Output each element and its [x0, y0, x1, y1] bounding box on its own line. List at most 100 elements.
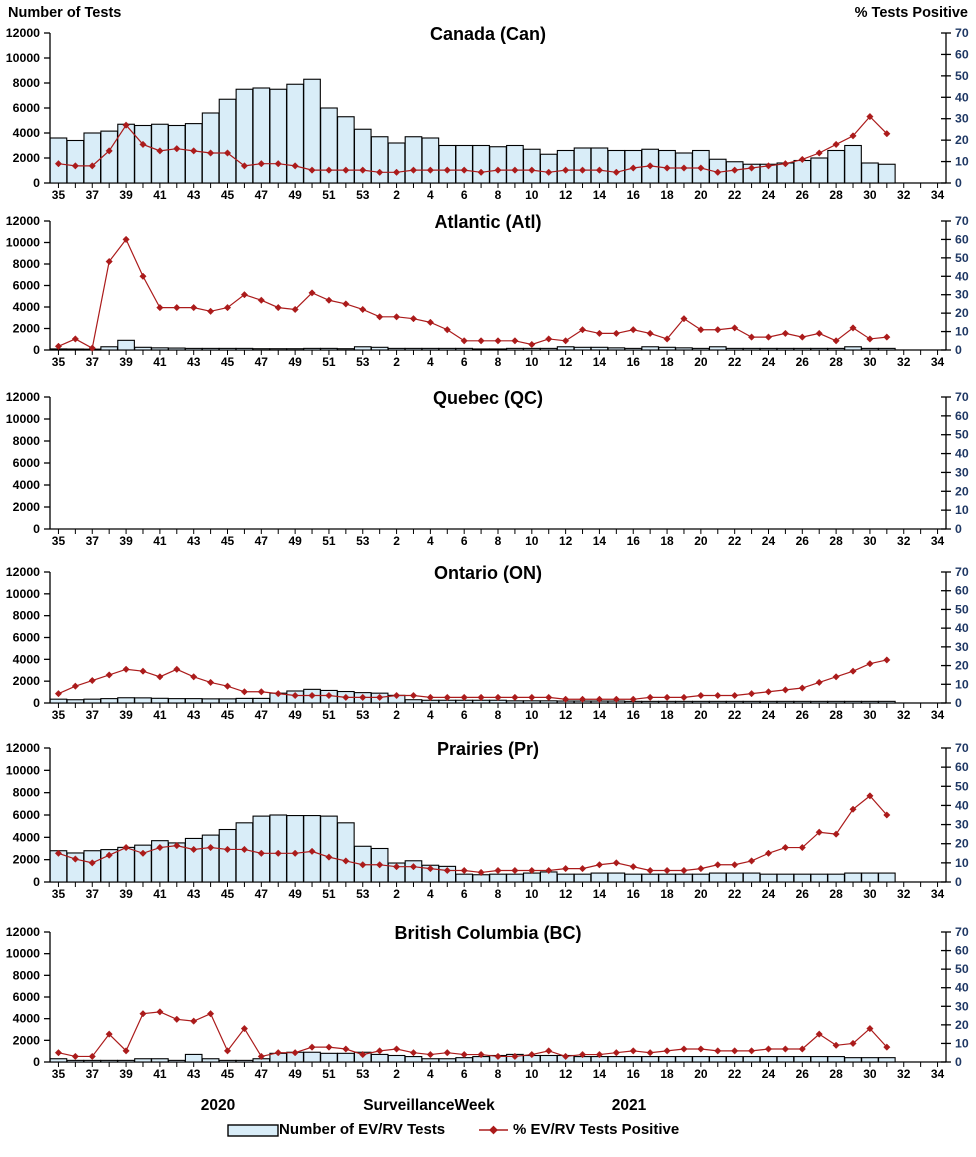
svg-text:8: 8 [495, 534, 502, 548]
svg-text:4000: 4000 [13, 1012, 41, 1026]
svg-text:70: 70 [955, 26, 969, 40]
svg-text:41: 41 [153, 1067, 167, 1081]
svg-text:2000: 2000 [13, 674, 41, 688]
svg-text:16: 16 [627, 534, 641, 548]
svg-text:41: 41 [153, 355, 167, 369]
svg-text:% Tests Positive: % Tests Positive [855, 5, 968, 21]
svg-text:2: 2 [393, 188, 400, 202]
svg-text:12000: 12000 [6, 741, 40, 755]
svg-text:6000: 6000 [13, 279, 41, 293]
svg-text:4000: 4000 [13, 126, 41, 140]
svg-text:49: 49 [288, 708, 302, 722]
svg-text:8000: 8000 [13, 257, 41, 271]
svg-text:10: 10 [955, 155, 969, 169]
svg-text:30: 30 [955, 999, 969, 1013]
svg-text:37: 37 [86, 887, 100, 901]
svg-text:10000: 10000 [6, 51, 40, 65]
svg-text:10000: 10000 [6, 587, 40, 601]
svg-text:49: 49 [288, 534, 302, 548]
svg-text:SurveillanceWeek: SurveillanceWeek [363, 1097, 495, 1114]
svg-text:20: 20 [694, 1067, 708, 1081]
svg-text:20: 20 [955, 659, 969, 673]
svg-text:30: 30 [863, 1067, 877, 1081]
svg-text:51: 51 [322, 355, 336, 369]
svg-text:70: 70 [955, 925, 969, 939]
svg-text:24: 24 [762, 887, 776, 901]
svg-text:24: 24 [762, 534, 776, 548]
svg-text:60: 60 [955, 47, 969, 61]
svg-text:% EV/RV Tests Positive: % EV/RV Tests Positive [513, 1121, 679, 1138]
svg-text:50: 50 [955, 962, 969, 976]
svg-text:28: 28 [829, 188, 843, 202]
svg-text:British Columbia (BC): British Columbia (BC) [395, 923, 582, 943]
svg-text:47: 47 [255, 708, 269, 722]
svg-text:40: 40 [955, 90, 969, 104]
svg-text:20: 20 [955, 133, 969, 147]
svg-text:30: 30 [955, 288, 969, 302]
svg-text:10: 10 [525, 355, 539, 369]
svg-text:18: 18 [660, 1067, 674, 1081]
svg-text:20: 20 [955, 484, 969, 498]
svg-text:45: 45 [221, 188, 235, 202]
svg-text:53: 53 [356, 708, 370, 722]
svg-text:70: 70 [955, 390, 969, 404]
svg-text:18: 18 [660, 708, 674, 722]
svg-text:8000: 8000 [13, 76, 41, 90]
svg-text:10: 10 [955, 856, 969, 870]
svg-text:70: 70 [955, 565, 969, 579]
svg-text:2: 2 [393, 1067, 400, 1081]
svg-text:47: 47 [255, 887, 269, 901]
svg-text:2000: 2000 [13, 322, 41, 336]
svg-text:10000: 10000 [6, 947, 40, 961]
svg-text:0: 0 [955, 875, 962, 889]
svg-text:35: 35 [52, 534, 66, 548]
svg-text:28: 28 [829, 534, 843, 548]
svg-text:45: 45 [221, 534, 235, 548]
svg-text:60: 60 [955, 409, 969, 423]
svg-text:10: 10 [525, 534, 539, 548]
svg-text:30: 30 [863, 534, 877, 548]
svg-text:8: 8 [495, 355, 502, 369]
svg-text:12: 12 [559, 887, 573, 901]
svg-text:0: 0 [33, 696, 40, 710]
svg-text:37: 37 [86, 1067, 100, 1081]
svg-text:35: 35 [52, 887, 66, 901]
svg-text:70: 70 [955, 214, 969, 228]
svg-text:40: 40 [955, 447, 969, 461]
svg-text:14: 14 [593, 355, 607, 369]
svg-text:0: 0 [33, 176, 40, 190]
svg-text:30: 30 [863, 708, 877, 722]
svg-text:28: 28 [829, 887, 843, 901]
svg-text:12000: 12000 [6, 565, 40, 579]
svg-text:6: 6 [461, 708, 468, 722]
svg-text:20: 20 [694, 708, 708, 722]
svg-text:22: 22 [728, 708, 742, 722]
svg-text:10000: 10000 [6, 412, 40, 426]
svg-text:0: 0 [955, 343, 962, 357]
svg-text:40: 40 [955, 798, 969, 812]
svg-text:16: 16 [627, 1067, 641, 1081]
svg-text:30: 30 [955, 112, 969, 126]
svg-text:47: 47 [255, 188, 269, 202]
svg-text:39: 39 [119, 534, 133, 548]
svg-text:4000: 4000 [13, 652, 41, 666]
svg-text:53: 53 [356, 188, 370, 202]
svg-text:50: 50 [955, 779, 969, 793]
svg-text:35: 35 [52, 1067, 66, 1081]
svg-text:Number of Tests: Number of Tests [8, 5, 121, 21]
svg-text:4000: 4000 [13, 830, 41, 844]
svg-text:0: 0 [33, 522, 40, 536]
svg-text:20: 20 [694, 534, 708, 548]
svg-text:32: 32 [897, 708, 911, 722]
svg-text:4000: 4000 [13, 478, 41, 492]
svg-text:Canada (Can): Canada (Can) [430, 24, 546, 44]
svg-text:34: 34 [931, 534, 945, 548]
svg-text:16: 16 [627, 708, 641, 722]
svg-text:32: 32 [897, 188, 911, 202]
svg-text:60: 60 [955, 944, 969, 958]
svg-text:30: 30 [863, 355, 877, 369]
svg-text:41: 41 [153, 887, 167, 901]
svg-text:6000: 6000 [13, 808, 41, 822]
svg-text:20: 20 [694, 887, 708, 901]
svg-text:22: 22 [728, 887, 742, 901]
